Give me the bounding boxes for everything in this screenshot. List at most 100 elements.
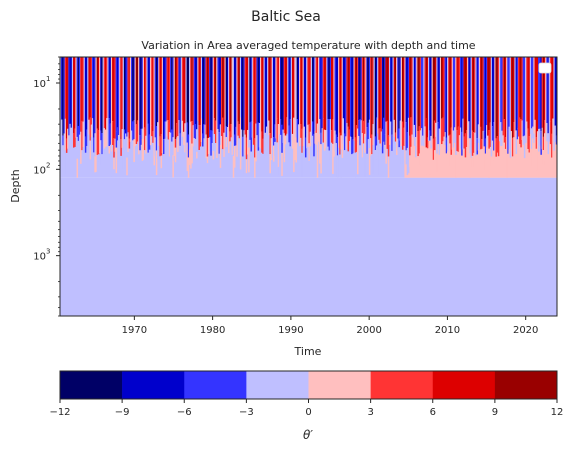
heatmap-cell — [314, 130, 316, 144]
heatmap-cell — [353, 118, 355, 141]
heatmap-cell — [146, 57, 148, 120]
heatmap-cell — [345, 136, 347, 159]
heatmap-cell — [325, 57, 327, 131]
heatmap-cell — [400, 146, 403, 165]
heatmap-cell — [80, 131, 82, 143]
heatmap-cell — [365, 136, 367, 145]
heatmap-cell — [94, 57, 96, 134]
heatmap-cell — [65, 57, 68, 139]
heatmap-cell — [206, 156, 209, 164]
heatmap-cell — [296, 119, 299, 143]
heatmap-cell — [219, 57, 222, 125]
heatmap-cell — [378, 57, 380, 129]
heatmap-cell — [430, 57, 432, 136]
heatmap-cell — [377, 57, 379, 119]
heatmap-cell — [398, 57, 400, 129]
heatmap-cell — [159, 136, 161, 157]
heatmap-cell — [380, 131, 383, 147]
heatmap-cell — [275, 128, 277, 139]
heatmap-cell — [400, 137, 403, 147]
heatmap-cell — [522, 57, 525, 137]
heatmap-cell — [503, 57, 506, 120]
heatmap-cell — [374, 57, 377, 137]
y-tick-exponent: 2 — [46, 161, 50, 169]
colorbar: −12 −9 −6 −3 0 3 6 9 12 — [49, 370, 563, 418]
heatmap-cell — [264, 57, 267, 133]
heatmap-cell — [314, 57, 316, 131]
heatmap-cell — [142, 57, 145, 139]
heatmap-cell — [242, 136, 244, 157]
heatmap-cell — [100, 140, 102, 165]
heatmap-cell — [507, 129, 509, 154]
heatmap-cell — [475, 131, 477, 156]
colorbar-tick-label: −9 — [115, 407, 130, 418]
heatmap-cell — [108, 118, 110, 147]
heatmap-cell — [455, 57, 457, 131]
heatmap-cell — [95, 152, 97, 172]
heatmap-cell — [386, 120, 389, 149]
heatmap-cell — [77, 57, 80, 126]
heatmap-cell — [449, 57, 451, 135]
heatmap-cell — [128, 57, 131, 139]
heatmap-cell — [313, 133, 315, 157]
heatmap-cell — [543, 120, 546, 134]
heatmap-cell — [355, 125, 358, 152]
heatmap-cell — [293, 140, 295, 173]
heatmap-cell — [308, 57, 310, 125]
heatmap-cell — [222, 117, 224, 150]
heatmap-cell — [432, 57, 435, 139]
heatmap-cell — [181, 120, 184, 137]
heatmap-cell — [380, 57, 383, 132]
heatmap-cell — [95, 129, 97, 153]
heatmap-cell — [333, 134, 335, 157]
heatmap-cell — [177, 57, 179, 137]
heatmap-cell — [487, 135, 489, 149]
heatmap-cell — [126, 157, 128, 176]
heatmap-cell — [112, 145, 114, 161]
heatmap-cell — [291, 133, 294, 149]
heatmap-cell — [200, 57, 203, 119]
heatmap-cell — [131, 57, 133, 131]
heatmap-cell — [309, 146, 312, 167]
heatmap-cell — [211, 57, 213, 131]
heatmap-cell — [259, 121, 262, 149]
heatmap-cell — [375, 145, 378, 160]
heatmap-cell — [393, 119, 396, 137]
heatmap-cell — [358, 120, 360, 136]
heatmap-cell — [315, 132, 318, 145]
heatmap-cell — [64, 57, 67, 119]
heatmap-cell — [515, 57, 518, 131]
heatmap-cell — [207, 57, 210, 138]
heatmap-cell — [422, 135, 424, 146]
heatmap-cell — [474, 132, 476, 144]
heatmap-cell — [204, 57, 206, 125]
heatmap-cell — [284, 135, 287, 145]
heatmap-cell — [191, 121, 193, 144]
heatmap-cell — [393, 57, 396, 120]
heatmap-cell — [499, 120, 501, 142]
heatmap-cell — [104, 129, 107, 147]
heatmap-cell — [480, 126, 482, 150]
heatmap-cell — [133, 120, 135, 140]
heatmap-cell — [184, 57, 186, 124]
colorbar-tick-label: −6 — [177, 407, 192, 418]
heatmap-cell — [90, 57, 93, 125]
heatmap-cell — [513, 122, 515, 138]
heatmap-cell — [520, 119, 522, 148]
heatmap-cell — [333, 57, 335, 135]
heatmap-cell — [146, 119, 148, 141]
heatmap-cell — [501, 130, 503, 146]
heatmap-cell — [171, 129, 173, 142]
heatmap-cell — [185, 119, 187, 135]
heatmap-cell — [136, 120, 139, 142]
heatmap-cell — [465, 130, 468, 147]
heatmap-cell — [373, 132, 376, 157]
heatmap-cell — [61, 119, 63, 145]
heatmap-cell — [529, 57, 532, 134]
heatmap-cell — [174, 57, 177, 140]
heatmap-cell — [448, 57, 450, 136]
heatmap-cell — [304, 57, 307, 138]
heatmap-cell — [73, 57, 75, 133]
heatmap-cell — [173, 156, 176, 162]
heatmap-cell — [233, 134, 236, 146]
